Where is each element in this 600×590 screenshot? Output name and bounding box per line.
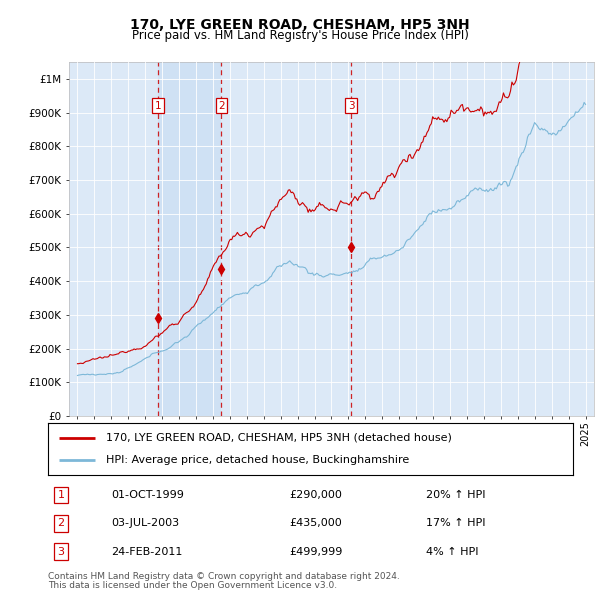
Text: 170, LYE GREEN ROAD, CHESHAM, HP5 3NH (detached house): 170, LYE GREEN ROAD, CHESHAM, HP5 3NH (d… — [106, 432, 452, 442]
Text: 2: 2 — [58, 519, 65, 528]
Text: 1: 1 — [58, 490, 65, 500]
Text: 03-JUL-2003: 03-JUL-2003 — [111, 519, 179, 528]
Text: 20% ↑ HPI: 20% ↑ HPI — [426, 490, 485, 500]
Text: 1: 1 — [155, 101, 161, 111]
Text: 3: 3 — [347, 101, 354, 111]
Text: 2: 2 — [218, 101, 225, 111]
Text: 24-FEB-2011: 24-FEB-2011 — [111, 547, 182, 556]
Text: 3: 3 — [58, 547, 65, 556]
Text: This data is licensed under the Open Government Licence v3.0.: This data is licensed under the Open Gov… — [48, 581, 337, 589]
Text: £499,999: £499,999 — [290, 547, 343, 556]
Text: HPI: Average price, detached house, Buckinghamshire: HPI: Average price, detached house, Buck… — [106, 455, 409, 466]
Text: Price paid vs. HM Land Registry's House Price Index (HPI): Price paid vs. HM Land Registry's House … — [131, 30, 469, 42]
Text: 170, LYE GREEN ROAD, CHESHAM, HP5 3NH: 170, LYE GREEN ROAD, CHESHAM, HP5 3NH — [130, 18, 470, 32]
Bar — [158, 62, 221, 416]
Text: 01-OCT-1999: 01-OCT-1999 — [111, 490, 184, 500]
Text: Contains HM Land Registry data © Crown copyright and database right 2024.: Contains HM Land Registry data © Crown c… — [48, 572, 400, 581]
Text: £290,000: £290,000 — [290, 490, 343, 500]
Text: 4% ↑ HPI: 4% ↑ HPI — [426, 547, 479, 556]
Text: £435,000: £435,000 — [290, 519, 342, 528]
Text: 17% ↑ HPI: 17% ↑ HPI — [426, 519, 485, 528]
